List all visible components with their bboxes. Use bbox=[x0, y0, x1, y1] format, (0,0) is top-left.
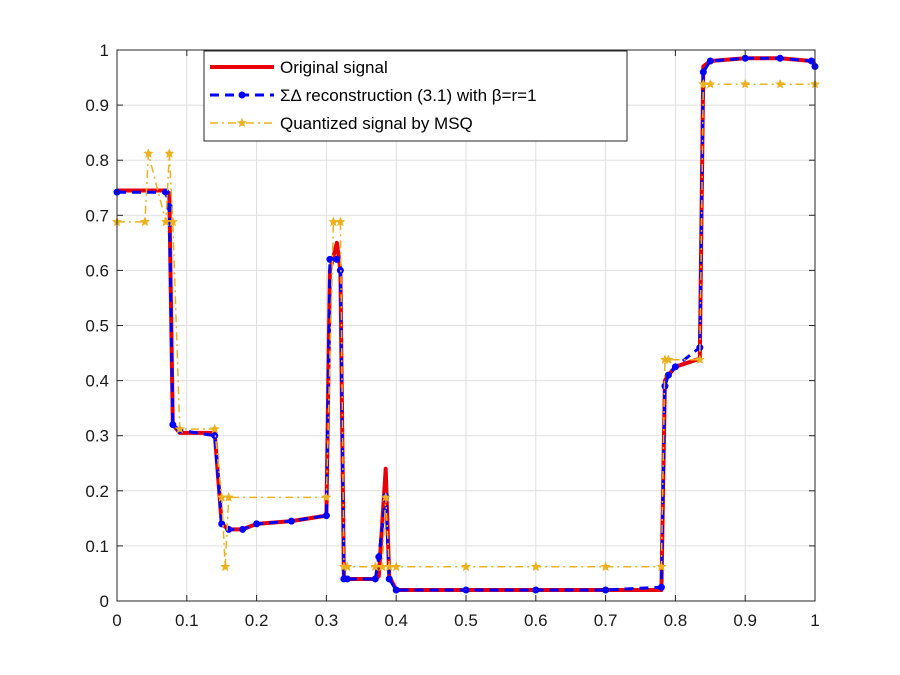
y-tick-label-3: 0.3 bbox=[85, 427, 109, 446]
series-2-point-26 bbox=[663, 354, 674, 364]
series-1-point-20 bbox=[385, 575, 393, 583]
series-2-point-10 bbox=[223, 492, 234, 502]
series-2-point-31 bbox=[775, 78, 786, 89]
series-2-point-2 bbox=[143, 148, 154, 158]
series-1-point-18 bbox=[375, 553, 383, 561]
series-2-line bbox=[117, 83, 815, 568]
y-tick-label-9: 0.9 bbox=[85, 96, 109, 115]
series-2-point-21 bbox=[460, 561, 472, 572]
series-2-point-15 bbox=[342, 561, 353, 572]
series-1-point-22 bbox=[462, 586, 470, 594]
series-2-point-29 bbox=[705, 78, 716, 89]
series-1-point-17 bbox=[371, 575, 379, 583]
x-tick-label-9: 0.9 bbox=[733, 611, 757, 630]
series-2-point-9 bbox=[220, 561, 231, 572]
x-tick-label-10: 1 bbox=[810, 611, 819, 630]
x-tick-label-0: 0 bbox=[112, 611, 121, 630]
series-2-point-23 bbox=[600, 561, 611, 572]
series-1-point-30 bbox=[699, 68, 707, 76]
series-2-point-27 bbox=[694, 354, 705, 364]
series-1-point-32 bbox=[741, 54, 749, 62]
series-1-point-34 bbox=[808, 57, 816, 65]
series-2-point-20 bbox=[391, 561, 402, 572]
series-1-point-28 bbox=[671, 363, 679, 371]
series-1-point-8 bbox=[239, 525, 247, 533]
series-2-point-18 bbox=[380, 492, 391, 502]
series-1-point-11 bbox=[322, 512, 330, 520]
legend-marker-1 bbox=[238, 91, 246, 99]
y-tick-label-2: 0.2 bbox=[85, 482, 109, 501]
series-1-point-33 bbox=[776, 54, 784, 62]
series-2-point-13 bbox=[335, 216, 346, 227]
series-2-point-5 bbox=[167, 216, 178, 227]
legend-label-0: Original signal bbox=[280, 58, 388, 77]
series-1-point-21 bbox=[392, 586, 400, 594]
x-tick-label-2: 0.2 bbox=[245, 611, 269, 630]
y-tick-label-6: 0.6 bbox=[85, 261, 109, 280]
series-1-point-3 bbox=[169, 421, 177, 429]
series-1-point-10 bbox=[288, 517, 295, 525]
y-tick-label-4: 0.4 bbox=[85, 372, 109, 391]
x-tick-label-8: 0.8 bbox=[664, 611, 688, 630]
series-1-point-24 bbox=[602, 586, 610, 594]
x-tick-label-7: 0.7 bbox=[594, 611, 618, 630]
y-tick-label-8: 0.8 bbox=[85, 151, 109, 170]
x-tick-label-6: 0.6 bbox=[524, 611, 548, 630]
series-1-point-12 bbox=[326, 255, 334, 263]
legend-box bbox=[203, 50, 628, 142]
legend-label-2: Quantized signal by MSQ bbox=[280, 114, 473, 133]
x-tick-label-4: 0.4 bbox=[384, 611, 408, 630]
legend-label-1: ΣΔ reconstruction (3.1) with β=r=1 bbox=[280, 86, 537, 105]
x-tick-label-3: 0.3 bbox=[315, 611, 339, 630]
legend: Original signal ΣΔ reconstruction (3.1) w… bbox=[203, 50, 628, 142]
x-tick-label-5: 0.5 bbox=[454, 611, 478, 630]
series-2-point-4 bbox=[164, 148, 175, 158]
series-1-point-16 bbox=[343, 575, 351, 583]
x-tick-label-1: 0.1 bbox=[175, 611, 199, 630]
series-2-point-22 bbox=[530, 561, 541, 572]
legend-marker-2 bbox=[236, 117, 248, 128]
series-1-point-27 bbox=[664, 371, 672, 379]
y-tick-label-7: 0.7 bbox=[85, 206, 109, 225]
series-layer bbox=[111, 54, 821, 594]
series-2-point-11 bbox=[321, 492, 332, 502]
series-2-point-1 bbox=[139, 216, 150, 227]
series-1-point-25 bbox=[657, 583, 665, 591]
series-1-point-9 bbox=[253, 520, 261, 528]
series-1-point-23 bbox=[532, 586, 540, 594]
series-2-point-7 bbox=[209, 423, 220, 434]
series-2 bbox=[111, 78, 821, 572]
y-tick-label-1: 0.1 bbox=[85, 537, 109, 556]
series-2-point-24 bbox=[656, 561, 667, 572]
axis-ticks: 0 0.1 0.2 0.3 0.4 0.5 0.6 0.7 0.8 0.9 1 0 0.1 0.2 0.3 0… bbox=[85, 41, 819, 630]
y-tick-label-10: 1 bbox=[100, 41, 109, 60]
y-tick-label-0: 0 bbox=[100, 592, 109, 611]
y-tick-label-5: 0.5 bbox=[85, 317, 109, 336]
series-1-point-13 bbox=[333, 255, 341, 263]
series-2-point-30 bbox=[740, 78, 751, 89]
series-2-point-6 bbox=[174, 423, 185, 434]
series-1-point-31 bbox=[706, 57, 714, 65]
